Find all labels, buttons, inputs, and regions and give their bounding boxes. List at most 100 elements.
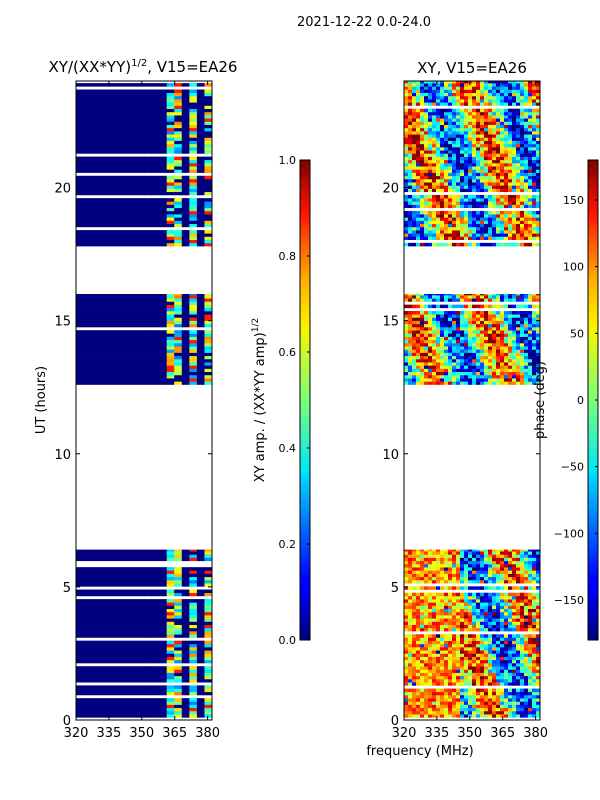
heatmap-cell: [420, 352, 425, 357]
heatmap-cell: [504, 563, 509, 568]
heatmap-cell: [181, 336, 190, 341]
heatmap-cell: [432, 615, 437, 619]
heatmap-cell: [524, 226, 529, 231]
heatmap-cell: [452, 346, 457, 350]
heatmap-cell: [106, 551, 115, 555]
heatmap-cell: [98, 358, 107, 363]
heatmap-cell: [460, 549, 465, 552]
heatmap-cell: [496, 627, 501, 632]
heatmap-cell: [532, 294, 537, 296]
heatmap-cell: [412, 573, 417, 578]
heatmap-cell: [472, 653, 477, 657]
heatmap-cell: [484, 659, 489, 664]
heatmap-cell: [412, 223, 417, 228]
heatmap-cell: [189, 298, 198, 302]
heatmap-cell: [76, 371, 84, 376]
heatmap-cell: [524, 349, 529, 353]
heatmap-cell: [76, 624, 84, 629]
heatmap-cell: [428, 653, 433, 657]
heatmap-cell: [166, 602, 175, 606]
heatmap-cell: [520, 592, 525, 597]
heatmap-cell: [121, 653, 130, 657]
heatmap-cell: [448, 710, 453, 715]
heatmap-cell: [159, 647, 168, 651]
heatmap-cell: [452, 586, 457, 590]
heatmap-cell: [428, 621, 433, 625]
heatmap-cell: [404, 362, 409, 366]
heatmap-cell: [444, 362, 449, 366]
heatmap-cell: [524, 656, 529, 661]
heatmap-cell: [136, 188, 145, 193]
heatmap-cell: [460, 230, 465, 234]
heatmap-cell: [484, 694, 489, 699]
heatmap-cell: [136, 704, 145, 709]
heatmap-cell: [468, 349, 473, 353]
heatmap-cell: [420, 317, 425, 321]
heatmap-cell: [159, 159, 168, 164]
heatmap-cell: [524, 704, 529, 709]
heatmap-cell: [189, 647, 198, 651]
heatmap-cell: [420, 327, 425, 331]
heatmap-cell: [524, 352, 529, 357]
heatmap-cell: [484, 323, 489, 328]
heatmap-cell: [532, 557, 537, 562]
heatmap-cell: [516, 233, 521, 237]
heatmap-cell: [98, 188, 107, 193]
heatmap-cell: [440, 675, 445, 680]
heatmap-cell: [448, 621, 453, 625]
heatmap-cell: [508, 701, 513, 705]
heatmap-cell: [136, 374, 145, 379]
heatmap-cell: [488, 371, 493, 376]
heatmap-cell: [159, 236, 168, 240]
heatmap-cell: [189, 640, 198, 645]
heatmap-cell: [524, 551, 529, 555]
heatmap-cell: [520, 349, 525, 353]
heatmap-cell: [452, 682, 457, 686]
heatmap-cell: [468, 573, 473, 578]
heatmap-cell: [91, 643, 100, 648]
heatmap-cell: [76, 188, 84, 193]
heatmap-cell: [196, 669, 205, 673]
heatmap-cell: [524, 605, 529, 610]
heatmap-cell: [151, 214, 160, 218]
heatmap-cell: [166, 223, 175, 228]
heatmap-cell: [504, 691, 509, 696]
heatmap-cell: [532, 688, 537, 693]
heatmap-cell: [404, 608, 409, 613]
heatmap-cell: [536, 233, 540, 237]
heatmap-cell: [520, 378, 525, 382]
heatmap-cell: [428, 223, 433, 228]
heatmap-cell: [536, 242, 540, 247]
heatmap-cell: [144, 599, 152, 603]
heatmap-cell: [204, 573, 212, 578]
heatmap-cell: [83, 621, 92, 625]
heatmap-cell: [181, 204, 190, 209]
heatmap-cell: [106, 304, 115, 309]
heatmap-cell: [106, 611, 115, 616]
heatmap-cell: [536, 592, 540, 597]
heatmap-cell: [128, 611, 137, 616]
heatmap-cell: [456, 595, 461, 600]
heatmap-cell: [412, 233, 417, 237]
heatmap-cell: [448, 618, 453, 622]
heatmap-cell: [189, 634, 198, 638]
heatmap-cell: [196, 169, 205, 173]
heatmap-cell: [516, 563, 521, 568]
heatmap-cell: [492, 653, 497, 657]
heatmap-cell: [174, 95, 183, 100]
heatmap-cell: [166, 691, 175, 696]
heatmap-cell: [464, 236, 469, 240]
heatmap-cell: [488, 551, 493, 555]
heatmap-cell: [408, 365, 413, 369]
heatmap-cell: [76, 92, 84, 97]
heatmap-cell: [98, 650, 107, 654]
heatmap-cell: [76, 320, 84, 325]
heatmap-cell: [128, 102, 137, 106]
heatmap-cell: [98, 159, 107, 164]
heatmap-cell: [448, 679, 453, 683]
heatmap-cell: [151, 549, 160, 552]
heatmap-cell: [159, 672, 168, 677]
heatmap-cell: [524, 549, 529, 552]
heatmap-cell: [91, 83, 100, 87]
heatmap-cell: [408, 317, 413, 321]
